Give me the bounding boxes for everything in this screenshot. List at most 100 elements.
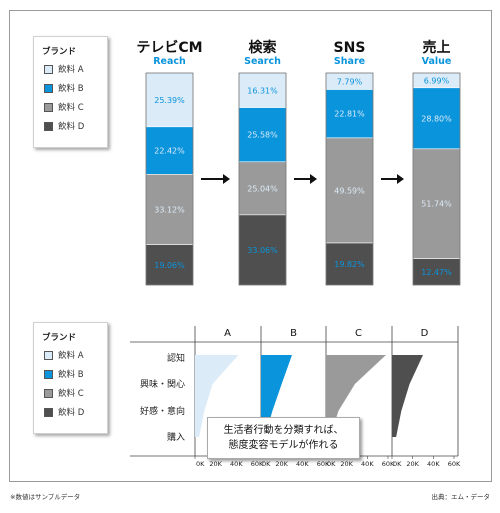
data-label: 12.47% xyxy=(421,268,452,277)
legend-label-b: 飲料 B xyxy=(58,370,84,380)
legend-bottom: ブランド 飲料 A 飲料 B 飲料 C 飲料 D xyxy=(33,322,108,434)
bar-outline xyxy=(145,72,194,286)
data-label: 6.99% xyxy=(424,76,450,85)
stage-label: 購入 xyxy=(167,431,185,443)
data-label: 51.74% xyxy=(421,200,452,209)
funnel-area xyxy=(261,355,292,437)
bar-outline xyxy=(412,72,461,286)
data-label: 7.79% xyxy=(337,77,363,86)
flow-arrowhead xyxy=(310,174,317,184)
panel-label: A xyxy=(224,328,231,339)
legend-item-b: 飲料 B xyxy=(44,82,84,94)
legend-label-a: 飲料 A xyxy=(58,351,84,361)
footnote: ※数値はサンプルデータ xyxy=(10,493,81,501)
category-subtitle: Reach xyxy=(153,56,186,67)
legend-item-b: 飲料 B xyxy=(44,368,84,380)
flow-arrowhead xyxy=(223,174,230,184)
legend-swatch-c xyxy=(44,102,53,112)
legend-item-a: 飲料 A xyxy=(44,63,84,75)
bar-segment xyxy=(412,87,461,150)
x-tick-label: 40K xyxy=(427,460,440,468)
legend-title: ブランド xyxy=(42,333,77,343)
legend-title: ブランド xyxy=(42,47,77,57)
data-label: 49.59% xyxy=(334,186,365,195)
flow-arrowhead xyxy=(397,174,404,184)
x-tick-label: 20K xyxy=(406,460,419,468)
legend-swatch-d xyxy=(44,121,53,131)
data-label: 33.12% xyxy=(154,205,185,214)
x-tick-label: 0K xyxy=(196,460,205,468)
bar-segment xyxy=(145,126,194,175)
bar-segment xyxy=(238,107,287,163)
legend-item-d: 飲料 D xyxy=(44,120,84,132)
bar-segment xyxy=(412,148,461,259)
x-tick-label: 20K xyxy=(340,460,353,468)
legend-swatch-d xyxy=(44,407,53,417)
legend-label-b: 飲料 B xyxy=(58,84,84,94)
callout-line-1: 生活者行動を分類すれば、 xyxy=(223,425,344,436)
stage-label: 好感・意向 xyxy=(140,405,185,417)
bar-segment xyxy=(145,244,194,286)
legend-label-c: 飲料 C xyxy=(58,103,84,113)
stage-label: 興味・関心 xyxy=(140,378,185,390)
data-label: 25.58% xyxy=(247,131,278,140)
stage-label: 認知 xyxy=(167,352,185,364)
x-tick-label: 20K xyxy=(209,460,222,468)
funnel-area xyxy=(392,355,423,437)
data-label: 28.80% xyxy=(421,114,452,123)
legend-swatch-a xyxy=(44,350,53,360)
x-tick-label: 20K xyxy=(275,460,288,468)
category-subtitle: Value xyxy=(422,56,452,67)
data-label: 22.42% xyxy=(154,147,185,156)
panel-label: C xyxy=(355,328,362,339)
bar-segment xyxy=(325,89,374,139)
legend-label-c: 飲料 C xyxy=(58,389,84,399)
x-tick-label: 60K xyxy=(251,460,264,468)
bar-segment xyxy=(145,72,194,128)
category-title: SNS xyxy=(334,40,366,56)
panel-label: B xyxy=(290,328,297,339)
data-label: 19.06% xyxy=(154,261,185,270)
legend-label-d: 飲料 D xyxy=(58,122,85,132)
category-title: テレビCM xyxy=(136,40,202,56)
callout-line-2: 態度変容モデルが作れる xyxy=(228,440,339,451)
legend-item-d: 飲料 D xyxy=(44,406,84,418)
x-tick-label: 60K xyxy=(382,460,395,468)
x-tick-label: 0K xyxy=(327,460,336,468)
legend-item-c: 飲料 C xyxy=(44,101,84,113)
data-label: 19.82% xyxy=(334,260,365,269)
x-tick-label: 40K xyxy=(296,460,309,468)
legend-top: ブランド 飲料 A 飲料 B 飲料 C 飲料 D xyxy=(33,36,108,148)
category-title: 検索 xyxy=(249,39,277,56)
bar-segment xyxy=(145,174,194,245)
legend-swatch-b xyxy=(44,83,53,93)
data-label: 33.06% xyxy=(247,246,278,255)
bar-outline xyxy=(238,72,287,286)
bar-segment xyxy=(238,72,287,108)
callout-box: 生活者行動を分類すれば、 態度変容モデルが作れる xyxy=(207,417,360,459)
legend-item-a: 飲料 A xyxy=(44,349,84,361)
legend-label-d: 飲料 D xyxy=(58,408,85,418)
x-tick-label: 0K xyxy=(262,460,271,468)
x-tick-label: 0K xyxy=(393,460,402,468)
funnel-area xyxy=(326,355,386,437)
legend-item-c: 飲料 C xyxy=(44,387,84,399)
legend-swatch-b xyxy=(44,369,53,379)
category-subtitle: Search xyxy=(244,56,281,67)
legend-swatch-a xyxy=(44,64,53,74)
legend-label-a: 飲料 A xyxy=(58,65,84,75)
legend-swatch-c xyxy=(44,388,53,398)
data-label: 22.81% xyxy=(334,110,365,119)
source-credit: 出典：エム・データ xyxy=(431,493,491,501)
data-label: 16.31% xyxy=(247,86,278,95)
x-tick-label: 60K xyxy=(317,460,330,468)
x-tick-label: 40K xyxy=(230,460,243,468)
x-tick-label: 60K xyxy=(448,460,461,468)
bar-segment xyxy=(238,214,287,286)
panel-label: D xyxy=(421,328,429,339)
category-subtitle: Share xyxy=(334,56,365,67)
data-label: 25.39% xyxy=(154,96,185,105)
data-label: 25.04% xyxy=(247,184,278,193)
bar-segment xyxy=(325,137,374,244)
